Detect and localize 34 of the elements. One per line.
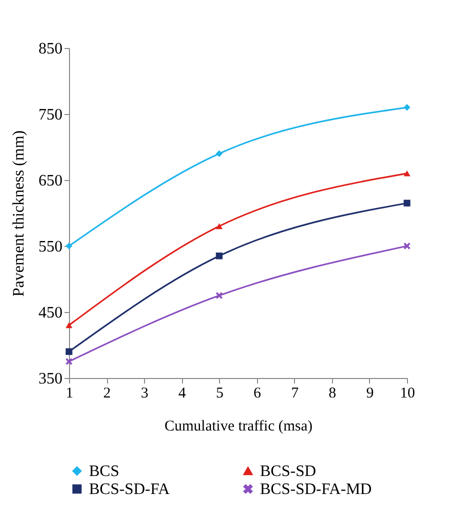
point — [216, 150, 223, 157]
x-tick-label: 7 — [291, 386, 300, 402]
y-tick-label: 750 — [38, 106, 62, 124]
legend-label: BCS-SD-FA — [89, 481, 170, 498]
legend-label: BCS-SD — [260, 463, 316, 480]
x-tick-label: 3 — [140, 386, 148, 402]
y-tick-label: 850 — [38, 40, 62, 58]
legend-label: BCS — [89, 463, 120, 480]
point — [66, 242, 72, 250]
x-tick-label: 4 — [178, 386, 186, 402]
point — [216, 223, 223, 230]
x-tick-label: 9 — [366, 386, 374, 402]
y-tick-label: 550 — [38, 238, 62, 256]
y-tick-label: 650 — [38, 172, 62, 190]
y-tick-label: 450 — [38, 304, 62, 322]
x-tick-label: 5 — [216, 386, 224, 402]
y-axis-title: Pavement thickness (mm) — [10, 130, 28, 297]
point — [66, 348, 72, 355]
x-tick-label: 8 — [328, 386, 336, 402]
x-tick-label: 1 — [66, 386, 74, 402]
x-tick-label: 2 — [103, 386, 111, 402]
legend-label: BCS-SD-FA-MD — [260, 481, 372, 498]
x-axis-title: Cumulative traffic (msa) — [164, 418, 313, 434]
point — [404, 104, 410, 111]
point — [216, 292, 223, 299]
point — [404, 170, 410, 176]
y-tick-label: 350 — [38, 370, 62, 388]
point — [404, 200, 410, 206]
point — [66, 358, 72, 365]
x-tick-label: 10 — [400, 386, 415, 402]
point — [216, 252, 223, 260]
x-tick-label: 6 — [254, 386, 262, 402]
point — [404, 242, 410, 250]
point — [66, 322, 72, 328]
